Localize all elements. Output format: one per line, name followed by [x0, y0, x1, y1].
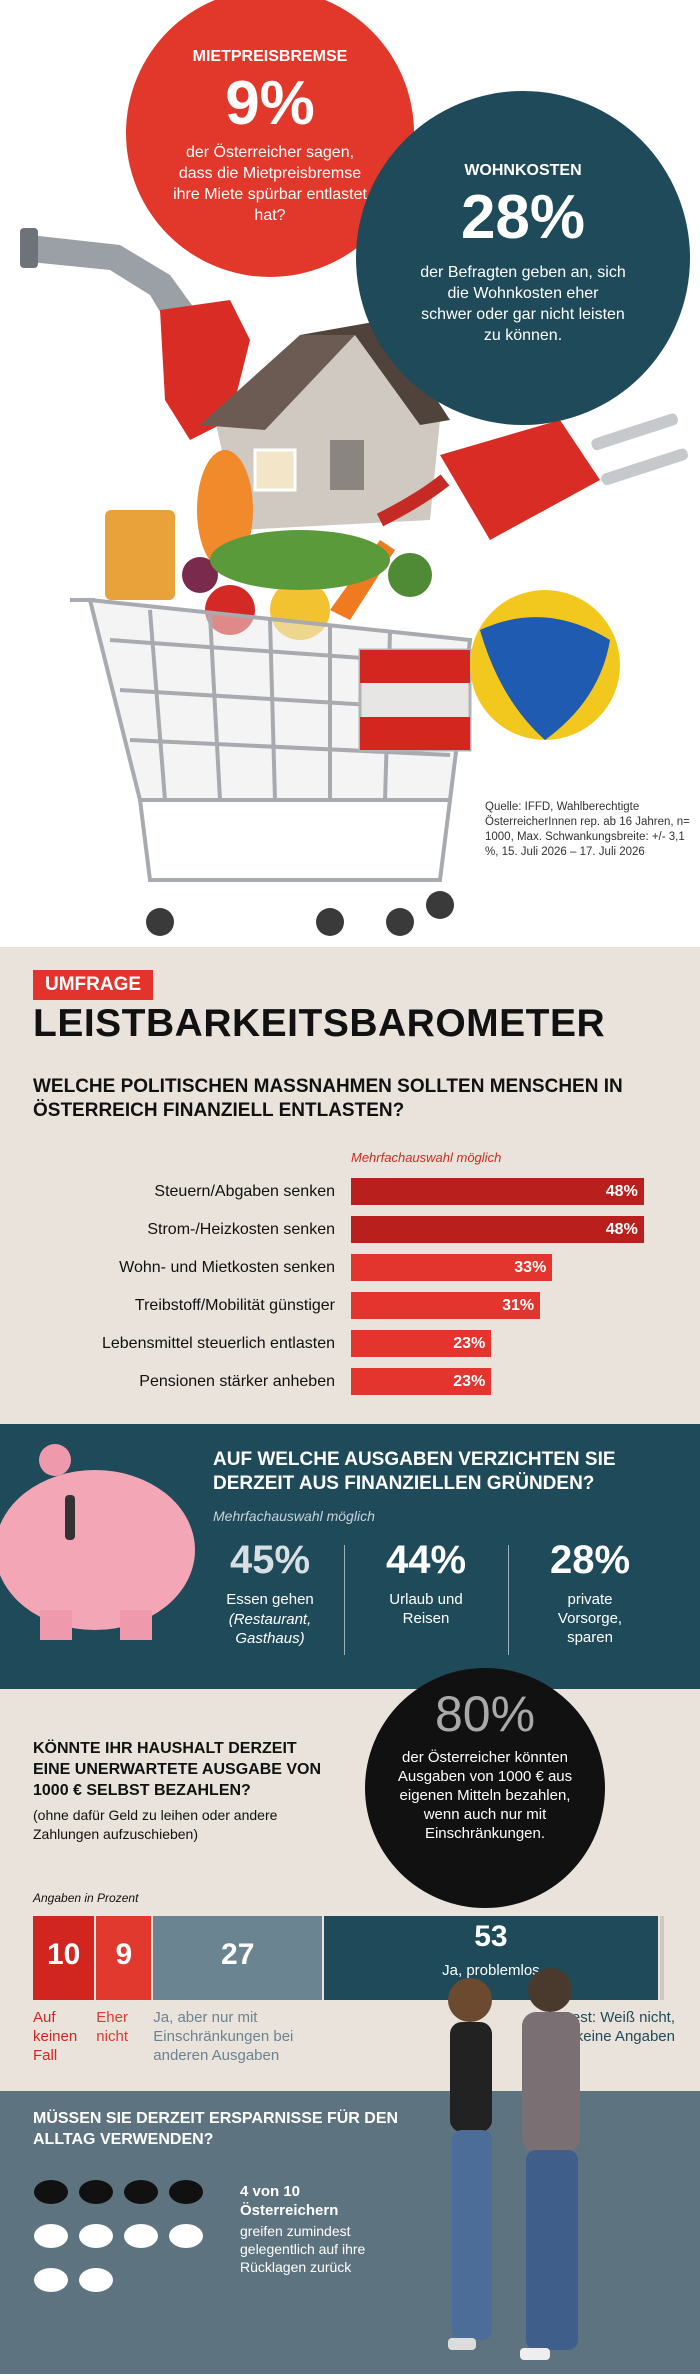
plug-pin — [591, 413, 679, 451]
callout-text: der Österreicher sagen, dass die Mietpre… — [173, 144, 367, 224]
chart-note: (ohne dafür Geld zu leihen oder andere Z… — [33, 1807, 278, 1842]
wheel — [146, 908, 174, 936]
cuts-subtitle: Mehrfachauswahl möglich — [213, 1508, 375, 1524]
value-label: 48% — [605, 1221, 638, 1238]
nozzle-tip — [20, 228, 38, 268]
juice — [105, 510, 175, 600]
segment-value: 27 — [221, 1938, 255, 1971]
bar — [351, 1254, 553, 1281]
category-label: Strom-/Heizkosten senken — [147, 1221, 335, 1238]
cut-value: 44% — [385, 1538, 467, 1582]
house-roof — [200, 335, 355, 430]
segment-value: 53 — [474, 1920, 508, 1953]
bar-segment — [96, 1916, 152, 2000]
grapes — [182, 557, 218, 593]
bar — [351, 1330, 492, 1357]
category-label: Wohn- und Mietkosten senken — [119, 1259, 335, 1276]
chart-title: KÖNNTE IHR HAUSHALT DERZEIT EINE UNERWAR… — [33, 1740, 322, 1799]
cut-note: (Restaurant, Gasthaus) — [228, 1611, 312, 1647]
bar-segment — [659, 1916, 664, 2000]
bar — [351, 1216, 644, 1243]
bar-segment — [33, 1916, 95, 2000]
headline: LEISTBARKEITSBAROMETER — [33, 1002, 606, 1045]
callout-circle — [356, 91, 690, 425]
house-window — [330, 440, 364, 490]
house-roof — [300, 320, 450, 425]
bar — [351, 1178, 644, 1205]
callout-value: 9% — [225, 69, 315, 138]
callout-text: der Befragten geben an, sich die Wohnkos… — [420, 264, 626, 344]
bar-segment — [324, 1916, 658, 2000]
wheel — [386, 908, 414, 936]
wheel — [426, 891, 454, 919]
broccoli — [388, 553, 432, 597]
value-label: 33% — [514, 1259, 547, 1276]
plug-pin — [601, 448, 689, 486]
couple — [448, 1968, 580, 2360]
source: Quelle: IFFD, Wahlberechtigte Österreich… — [485, 801, 690, 858]
value-label: 23% — [453, 1373, 486, 1390]
cut-value: 45% — [229, 1538, 311, 1582]
cut-value: 28% — [549, 1538, 631, 1582]
illustration — [20, 228, 689, 936]
chart-subtitle: Mehrfachauswahl möglich — [351, 1150, 502, 1165]
highlight-value: 80% — [434, 1686, 536, 1742]
value-label: 23% — [453, 1335, 486, 1352]
highlight-text: der Österreicher könnten Ausgaben von 10… — [397, 1749, 573, 1842]
cut-label: private Vorsorge, sparen — [557, 1591, 623, 1646]
savings-section — [0, 2091, 700, 2374]
highlight-circle — [365, 1668, 605, 1908]
cuts-title: AUF WELCHE AUSGABEN VERZICHTEN SIE DERZE… — [213, 1449, 616, 1494]
bar — [351, 1292, 541, 1319]
chart-subtitle: Angaben in Prozent — [33, 1891, 139, 1905]
callout-label: MIETPREISBREMSE — [192, 48, 348, 65]
plug — [440, 420, 600, 540]
greens — [210, 530, 390, 590]
segment-value: 10 — [46, 1938, 81, 1971]
divider — [508, 1545, 509, 1655]
plug-cable — [376, 474, 450, 527]
wheel — [316, 908, 344, 936]
kicker: UMFRAGE — [33, 970, 154, 1000]
savings-text: greifen zumindest gelegentlich auf ihre … — [240, 2223, 366, 2275]
category-label: Steuern/Abgaben senken — [154, 1183, 335, 1200]
category-label: Pensionen stärker anheben — [139, 1373, 335, 1390]
segment-name: Rest: Weiß nicht, keine Angaben — [561, 2009, 675, 2045]
savings-title: MÜSSEN SIE DERZEIT ERSPARNISSE FÜR DEN A… — [33, 2110, 399, 2148]
bar — [351, 1368, 492, 1395]
divider — [344, 1545, 345, 1655]
house-window — [253, 448, 297, 492]
callout-value: 28% — [460, 183, 586, 252]
flag-stripe — [360, 650, 470, 683]
cut-label: Urlaub und Reisen — [389, 1591, 463, 1627]
segment-name: Auf keinen Fall — [33, 2009, 78, 2064]
segment-value: 9 — [115, 1938, 133, 1971]
cut-label: Essen gehen — [226, 1591, 314, 1608]
value-label: 31% — [502, 1297, 535, 1314]
callout-label: WOHNKOSTEN — [464, 162, 582, 179]
value-label: 48% — [605, 1183, 638, 1200]
category-label: Lebensmittel steuerlich entlasten — [101, 1335, 335, 1352]
piggy-icons — [34, 2180, 203, 2292]
segment-name: Ja, problemlos — [442, 1962, 540, 1979]
savings-lead: 4 von 10 Österreichern — [240, 2183, 339, 2219]
category-label: Treibstoff/Mobilität günstiger — [134, 1297, 335, 1314]
bar-segment — [153, 1916, 323, 2000]
segment-name: Ja, aber nur mit Einschränkungen bei and… — [153, 2009, 294, 2064]
flag-stripe — [360, 717, 470, 750]
segment-name: Eher nicht — [96, 2009, 128, 2045]
piggy-bank — [0, 1444, 195, 1640]
chart-title: WELCHE POLITISCHEN MASSNAHMEN SOLLTEN ME… — [33, 1076, 623, 1121]
ball-panel — [480, 617, 610, 740]
